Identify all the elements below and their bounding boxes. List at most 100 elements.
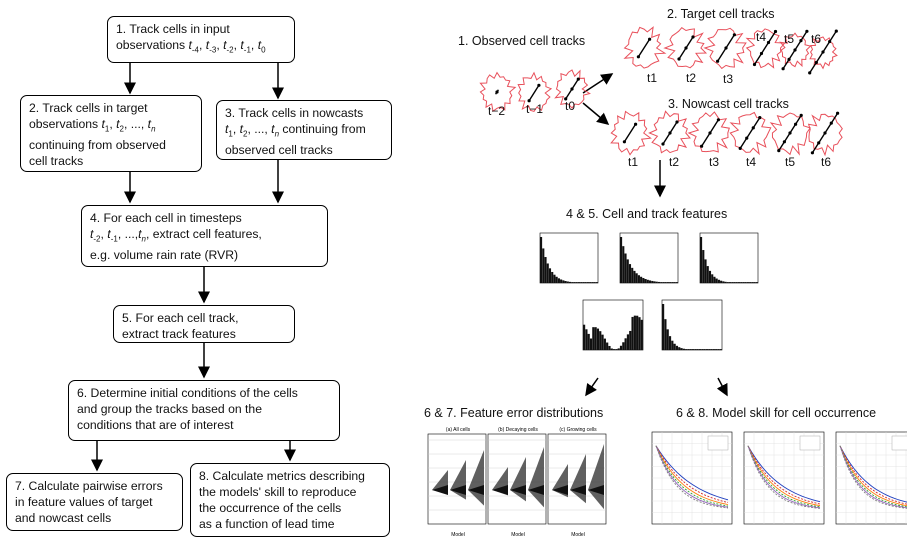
skill-curve: [655, 445, 729, 503]
model-skill-title: 6 & 8. Model skill for cell occurrence: [676, 406, 877, 420]
histogram-bar: [701, 349, 704, 350]
track-point: [773, 29, 778, 34]
storm-cell-outline: [807, 113, 843, 157]
storm-cell-outline: [479, 71, 517, 112]
track-point: [634, 122, 638, 126]
nowcast-time-label: t2: [669, 155, 680, 169]
histogram-bar: [646, 279, 649, 283]
track-point: [636, 55, 641, 59]
histogram-bar: [724, 281, 727, 283]
histogram-bar: [711, 274, 714, 283]
skill-curve: [747, 445, 821, 503]
track-point: [677, 57, 681, 61]
histogram-bar: [591, 282, 594, 283]
step-4-line3: e.g. volume rain rate (RVR): [90, 248, 239, 263]
histogram-bar: [629, 330, 632, 350]
histogram-bar: [594, 327, 597, 350]
histogram-bar: [606, 342, 609, 350]
histogram-bar: [585, 329, 588, 350]
histogram-bar: [553, 274, 556, 283]
histogram-bar: [603, 338, 606, 350]
histogram-bar: [685, 349, 688, 350]
histogram-bar: [744, 282, 747, 283]
histogram-bar: [577, 282, 581, 283]
skill-curve: [839, 445, 907, 503]
skill-curve: [747, 445, 821, 509]
histogram-bar: [649, 280, 652, 283]
histogram-bar: [704, 259, 707, 283]
violin-core: [468, 485, 484, 495]
histogram-bar: [610, 348, 613, 350]
histogram-bar: [596, 328, 600, 350]
track-point: [708, 131, 712, 135]
violin-core: [510, 485, 526, 495]
track-point: [788, 131, 792, 135]
track-point: [732, 33, 737, 37]
histogram-bar: [726, 282, 729, 283]
step-6-line2: and group the tracks based on the: [77, 402, 262, 416]
track-point: [808, 71, 812, 75]
histogram-bar: [583, 324, 586, 350]
histogram-bar: [631, 267, 634, 283]
track-point: [814, 60, 818, 65]
track-point: [576, 77, 580, 81]
error-panel-title: (b) Decaying cells: [498, 427, 538, 433]
step-8-line1: 8. Calculate metrics describing: [199, 469, 365, 483]
histogram-bar: [678, 347, 681, 350]
track-point: [564, 97, 568, 101]
observed-time-label: t−2: [488, 104, 506, 118]
histogram-bar: [664, 282, 667, 283]
histogram-bar: [722, 281, 725, 283]
histogram-bar: [751, 282, 754, 283]
histogram-bar: [740, 282, 743, 283]
skill-curve: [655, 445, 729, 501]
histogram-bar: [592, 327, 595, 350]
track-point: [758, 116, 762, 120]
histogram-bar: [617, 348, 620, 350]
track-point: [793, 48, 797, 52]
histogram-bar: [731, 282, 734, 283]
histogram-bar: [587, 333, 590, 350]
track-point: [622, 140, 627, 144]
violin-core: [588, 485, 604, 495]
step-2-box: 2. Track cells in target observations t1…: [20, 95, 202, 172]
histogram-bar: [749, 282, 752, 283]
step-5-line2: extract track features: [122, 327, 236, 341]
histogram-bar: [666, 282, 669, 283]
target-tracks-title: 2. Target cell tracks: [667, 7, 775, 21]
error-xlabel: Model: [451, 532, 465, 538]
nowcast-tracks-title: 3. Nowcast cell tracks: [668, 97, 789, 111]
skill-curve: [747, 445, 821, 505]
histogram-bar: [706, 266, 709, 283]
track-point: [829, 121, 833, 125]
observed-time-label: t0: [565, 99, 576, 113]
histogram-bar: [653, 281, 656, 283]
track-point: [759, 51, 764, 56]
histogram-bar: [673, 282, 676, 283]
histogram-bar: [624, 338, 627, 350]
histogram-bar: [717, 279, 720, 283]
histogram-bar: [703, 349, 706, 350]
histogram-bar: [569, 281, 572, 283]
step-7-box: 7. Calculate pairwise errors in feature …: [6, 473, 183, 531]
track-point: [782, 140, 787, 144]
histogram-bar: [640, 276, 643, 283]
histogram-bar: [671, 282, 674, 283]
step-2-line3: continuing from observed: [29, 138, 166, 153]
histogram-bar: [753, 282, 756, 283]
track-point: [537, 83, 541, 87]
track-point: [495, 90, 499, 94]
storm-cell-outline: [623, 26, 667, 69]
violin-core: [570, 485, 586, 495]
step-8-line4: as a function of lead time: [199, 517, 335, 531]
histogram-bar: [662, 282, 665, 283]
histogram-bar: [712, 349, 715, 350]
histogram-bar: [651, 280, 654, 283]
track-point: [821, 50, 825, 54]
histogram-bar: [586, 282, 589, 283]
histogram-bar: [544, 257, 547, 283]
cell-track-line: [528, 84, 540, 102]
nowcast-time-label: t3: [709, 155, 720, 169]
